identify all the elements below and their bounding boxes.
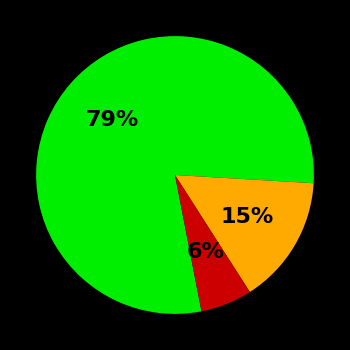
Text: 15%: 15% [220, 207, 273, 227]
Wedge shape [175, 175, 314, 292]
Wedge shape [175, 175, 250, 312]
Text: 6%: 6% [187, 242, 225, 262]
Text: 79%: 79% [86, 110, 139, 130]
Wedge shape [36, 36, 314, 314]
